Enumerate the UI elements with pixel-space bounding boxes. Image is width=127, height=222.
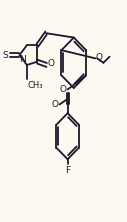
Text: F: F [65, 166, 70, 175]
Text: O: O [48, 59, 55, 68]
Text: CH₃: CH₃ [28, 81, 43, 90]
Text: N: N [20, 55, 26, 64]
Text: O: O [59, 85, 66, 94]
Text: O: O [96, 53, 103, 62]
Text: S: S [3, 51, 8, 59]
Text: O: O [51, 100, 58, 109]
